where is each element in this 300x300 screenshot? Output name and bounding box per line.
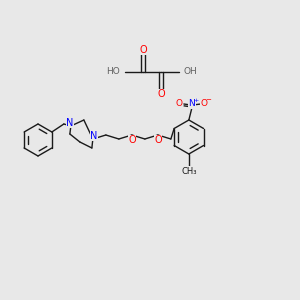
Text: O: O	[200, 100, 207, 109]
Text: N: N	[188, 100, 195, 109]
Text: O: O	[128, 135, 136, 145]
Text: N: N	[66, 118, 74, 128]
Text: O: O	[154, 135, 162, 145]
Text: +: +	[193, 98, 199, 103]
Text: O: O	[176, 100, 182, 109]
Text: O: O	[154, 135, 162, 145]
Text: OH: OH	[184, 68, 198, 76]
Text: CH₃: CH₃	[181, 167, 196, 176]
Text: O: O	[139, 45, 147, 55]
Text: HO: HO	[106, 68, 120, 76]
Text: −: −	[205, 97, 211, 103]
Text: N: N	[90, 131, 98, 141]
Text: O: O	[157, 89, 165, 99]
